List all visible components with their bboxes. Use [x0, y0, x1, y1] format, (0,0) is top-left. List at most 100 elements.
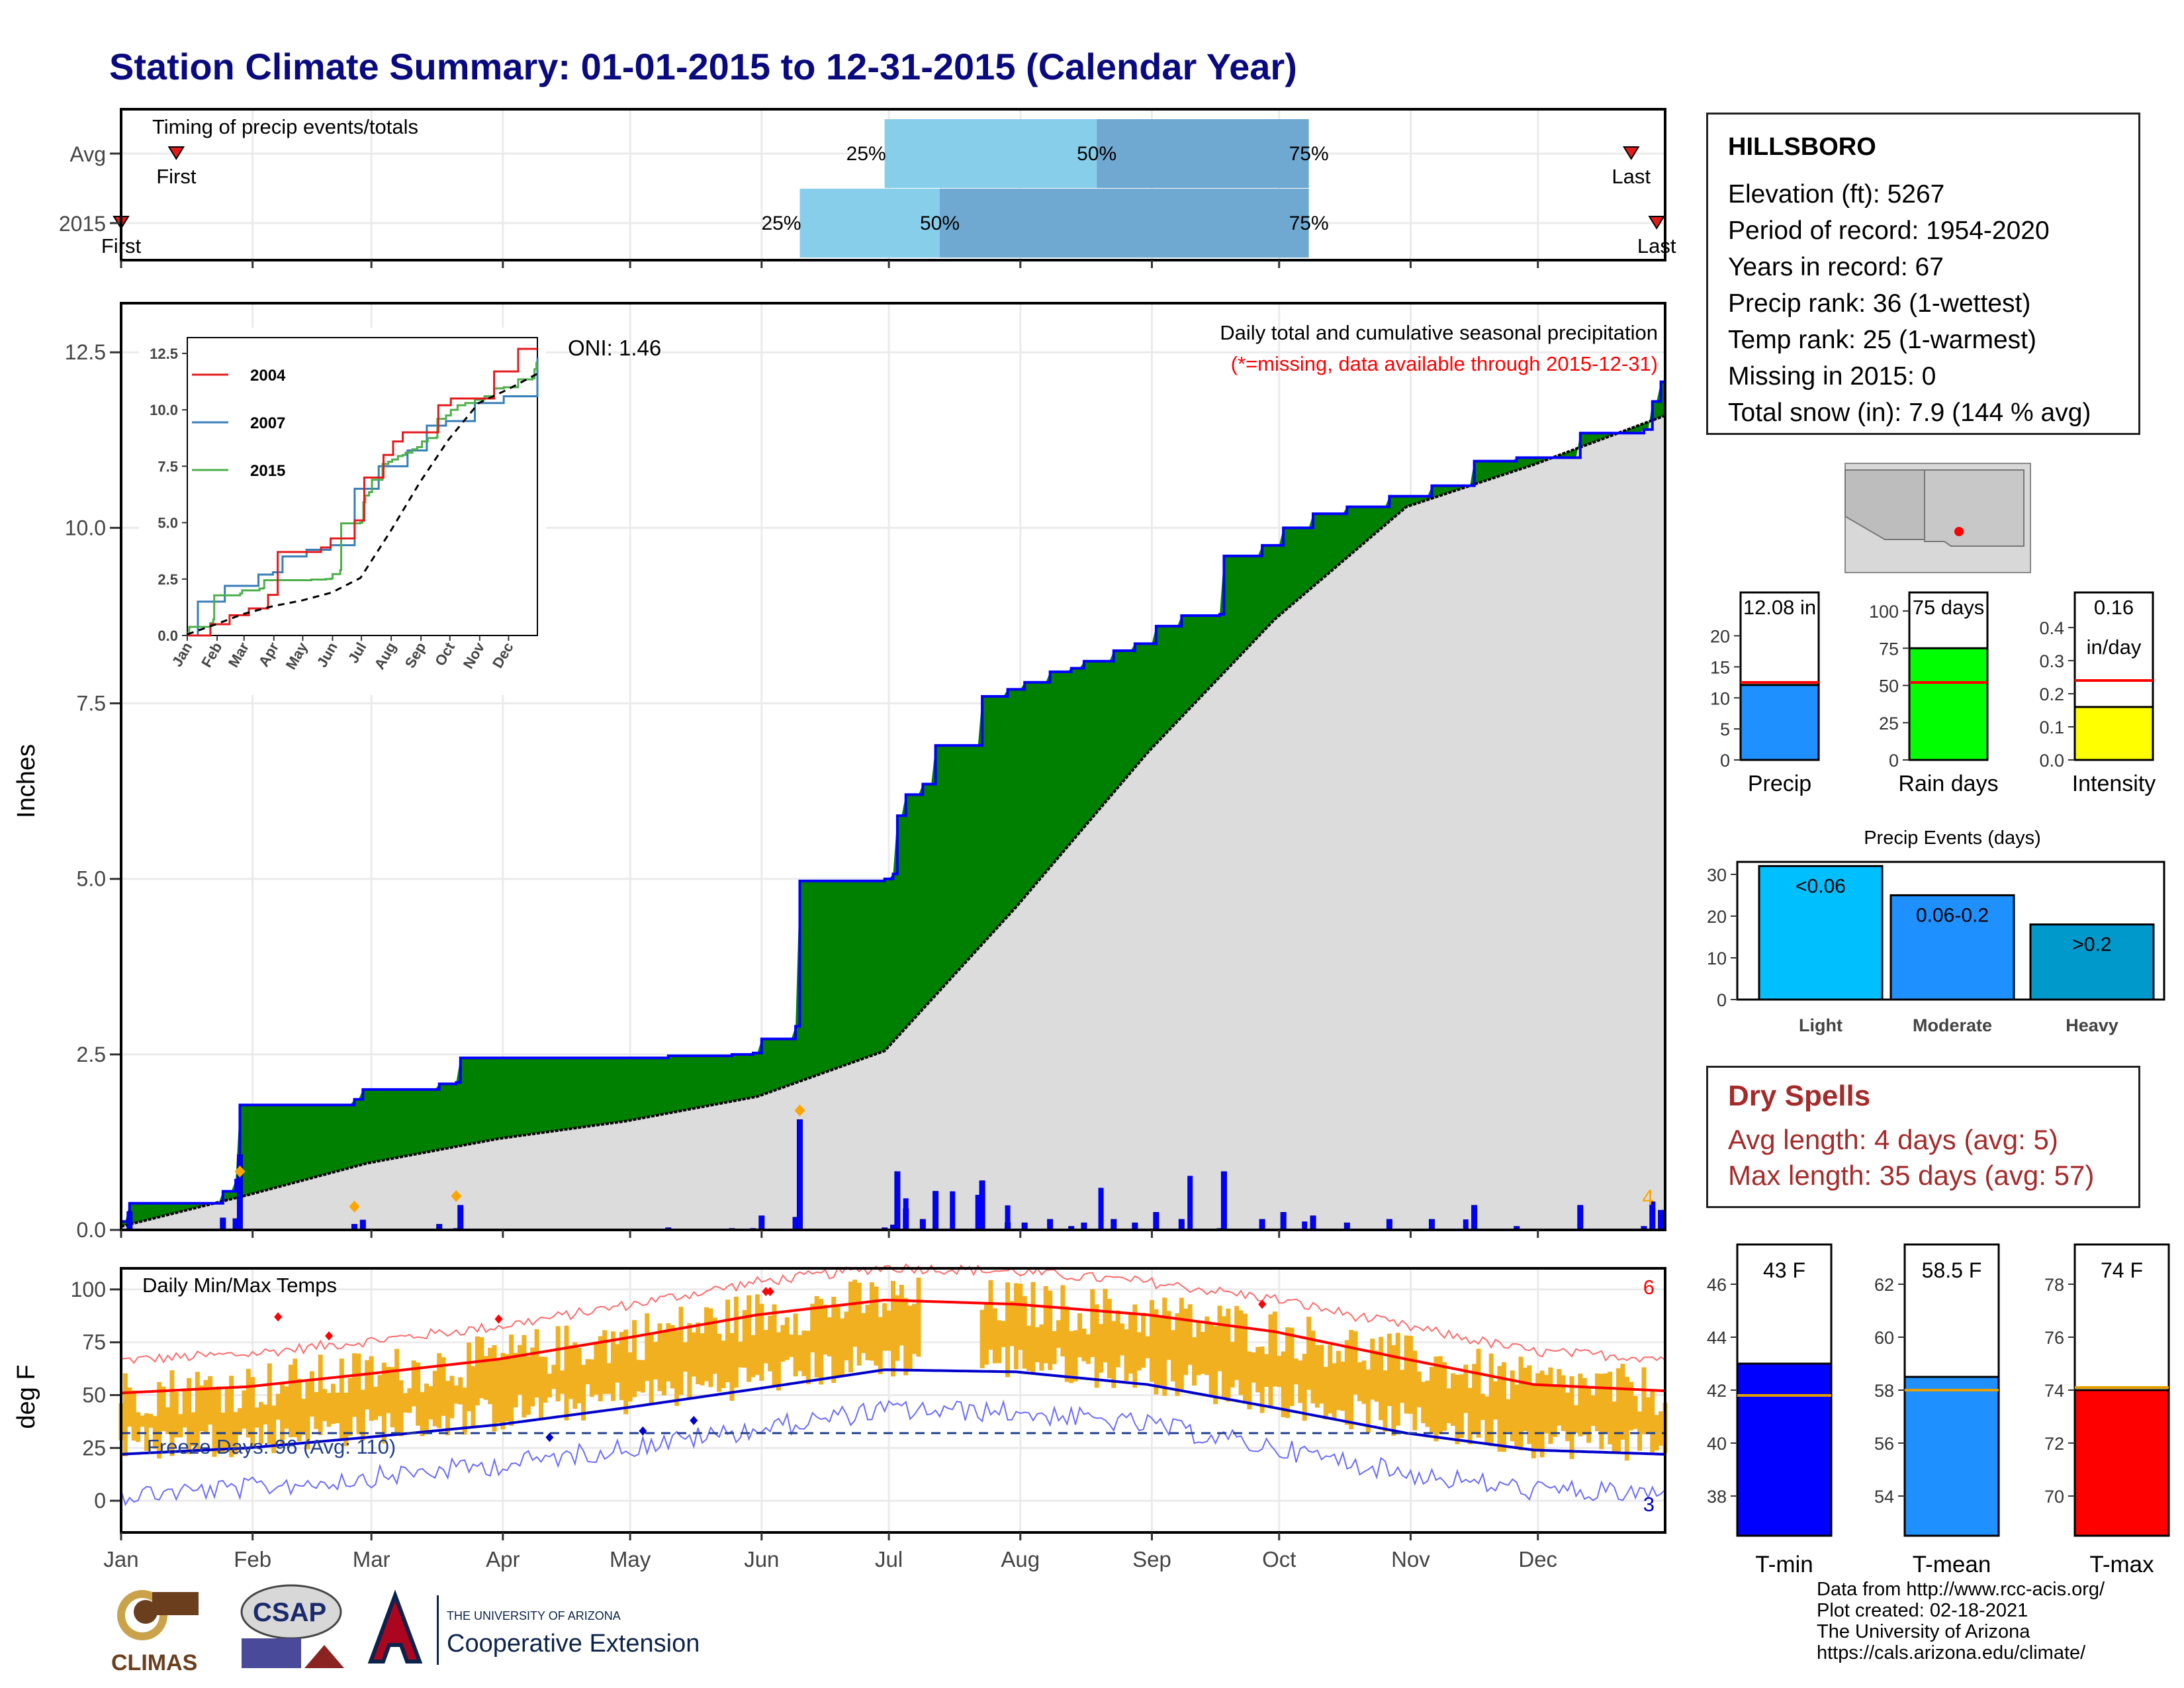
daily-temp-bar	[1633, 1395, 1638, 1429]
daily-temp-bar	[534, 1329, 539, 1398]
daily-temp-bar	[763, 1330, 768, 1364]
temp-bar-label: T-mean	[1913, 1552, 1991, 1577]
daily-temp-bar	[488, 1348, 493, 1405]
daily-temp-bar	[496, 1358, 501, 1423]
daily-temp-bar	[1069, 1331, 1074, 1383]
daily-temp-bar	[263, 1404, 268, 1425]
daily-temp-bar	[852, 1280, 858, 1347]
daily-temp-bar	[1404, 1335, 1409, 1414]
daily-precip-bar	[919, 1219, 926, 1231]
temp-ytick-label: 75	[82, 1331, 106, 1354]
daily-precip-bar	[1187, 1176, 1193, 1230]
daily-temp-bar	[861, 1313, 866, 1353]
record-high-marker	[1258, 1299, 1267, 1309]
temp-ytick-label: 50	[82, 1383, 106, 1407]
daily-temp-bar	[725, 1299, 731, 1382]
inset-avg-line	[187, 373, 538, 635]
mini-bar-label: Rain days	[1898, 771, 1998, 796]
daily-temp-bar	[1344, 1340, 1349, 1425]
daily-temp-bar	[169, 1370, 175, 1456]
daily-temp-bar	[594, 1341, 599, 1395]
record-high-marker	[766, 1287, 774, 1297]
daily-precip-bar	[1047, 1219, 1054, 1231]
daily-temp-bar	[589, 1359, 594, 1397]
daily-temp-bar	[1336, 1350, 1341, 1411]
daily-temp-bar	[1446, 1388, 1451, 1423]
record-max-line	[120, 1263, 1666, 1364]
month-label: Nov	[1391, 1547, 1430, 1571]
daily-temp-bar	[1539, 1370, 1545, 1458]
daily-temp-bar	[293, 1358, 298, 1437]
daily-temp-bar	[1238, 1310, 1244, 1395]
daily-temp-bar	[916, 1278, 921, 1357]
daily-temp-bar	[602, 1330, 608, 1394]
daily-temp-bar	[1208, 1323, 1214, 1397]
daily-temp-bar	[1442, 1362, 1447, 1431]
daily-temp-bar	[984, 1304, 989, 1365]
daily-temp-bar	[216, 1386, 221, 1454]
daily-temp-bar	[1387, 1333, 1392, 1406]
daily-temp-bar	[424, 1383, 429, 1434]
precip-header: Daily total and cumulative seasonal prec…	[1220, 321, 1658, 344]
station-info-box: HILLSBORO Elevation (ft): 5267 Period of…	[1706, 113, 2140, 435]
daily-temp-bar	[657, 1323, 662, 1391]
month-label: Jan	[103, 1547, 138, 1571]
daily-temp-bar	[352, 1353, 357, 1417]
month-label: Sep	[1132, 1547, 1171, 1571]
ua-small-text: THE UNIVERSITY OF ARIZONA	[447, 1609, 621, 1622]
daily-temp-bar	[814, 1295, 819, 1378]
month-label: Apr	[486, 1547, 520, 1571]
timing-first-marker	[167, 146, 185, 160]
daily-temp-bar	[1645, 1397, 1651, 1434]
daily-temp-bar	[407, 1388, 412, 1413]
mini-bar-ytick-label: 15	[1710, 657, 1730, 677]
station-temp-rank: Temp rank: 25 (1-warmest)	[1728, 326, 2036, 354]
daily-temp-bar	[696, 1322, 701, 1385]
daily-temp-bar	[831, 1296, 837, 1383]
timing-first-label: First	[156, 165, 197, 188]
record-low-marker	[639, 1426, 647, 1436]
daily-temp-bar	[700, 1333, 705, 1385]
daily-temp-bar	[471, 1366, 476, 1427]
snow-marker	[349, 1200, 360, 1213]
daily-temp-bar	[1522, 1368, 1527, 1431]
daily-temp-bar	[1251, 1352, 1256, 1383]
daily-temp-bar	[1412, 1350, 1418, 1430]
mini-bar-ytick-label: 0.1	[2039, 718, 2064, 737]
daily-temp-bar	[1408, 1336, 1413, 1414]
mini-bar-ytick-label: 0.0	[2039, 751, 2064, 771]
daily-temp-bar	[246, 1368, 251, 1438]
daily-temp-bar	[1421, 1382, 1426, 1423]
daily-temp-bar	[848, 1282, 853, 1373]
temp-bar	[1736, 1362, 1833, 1537]
daily-temp-bar	[776, 1332, 781, 1391]
temp-bar-ytick-label: 46	[1707, 1275, 1727, 1295]
precip-panel-frame	[120, 302, 1666, 1231]
temp-bar-ytick-label: 42	[1707, 1381, 1727, 1401]
daily-temp-bar	[772, 1304, 777, 1385]
daily-precip-bar	[1428, 1219, 1435, 1231]
daily-temp-bar	[1136, 1332, 1142, 1371]
daily-precip-bar	[1153, 1211, 1160, 1231]
daily-temp-bar	[869, 1282, 874, 1361]
daily-precip-bar	[1111, 1219, 1117, 1231]
daily-temp-bar	[704, 1307, 709, 1382]
temp-bar-ytick-label: 54	[1874, 1487, 1894, 1507]
temp-bar-value: 74 F	[2101, 1258, 2143, 1282]
mini-bar-value-unit: in/day	[2087, 635, 2142, 659]
map-arizona	[1844, 469, 1925, 540]
daily-temp-bar	[805, 1331, 811, 1385]
mini-bar-ytick-label: 10	[1710, 688, 1730, 708]
record-min-line	[120, 1399, 1666, 1507]
daily-temp-bar	[1009, 1301, 1015, 1346]
daily-temp-bar	[1582, 1378, 1587, 1435]
event-bar	[1758, 865, 1884, 1001]
daily-temp-bar	[517, 1344, 522, 1395]
daily-temp-bar	[1361, 1360, 1367, 1404]
daily-temp-bar	[314, 1391, 319, 1429]
timing-row-label: Avg	[69, 142, 106, 166]
daily-temp-bar	[1357, 1362, 1363, 1401]
precip-ytick-label: 5.0	[77, 867, 106, 891]
daily-temp-bar	[500, 1352, 506, 1430]
daily-temp-bar	[1510, 1370, 1515, 1442]
